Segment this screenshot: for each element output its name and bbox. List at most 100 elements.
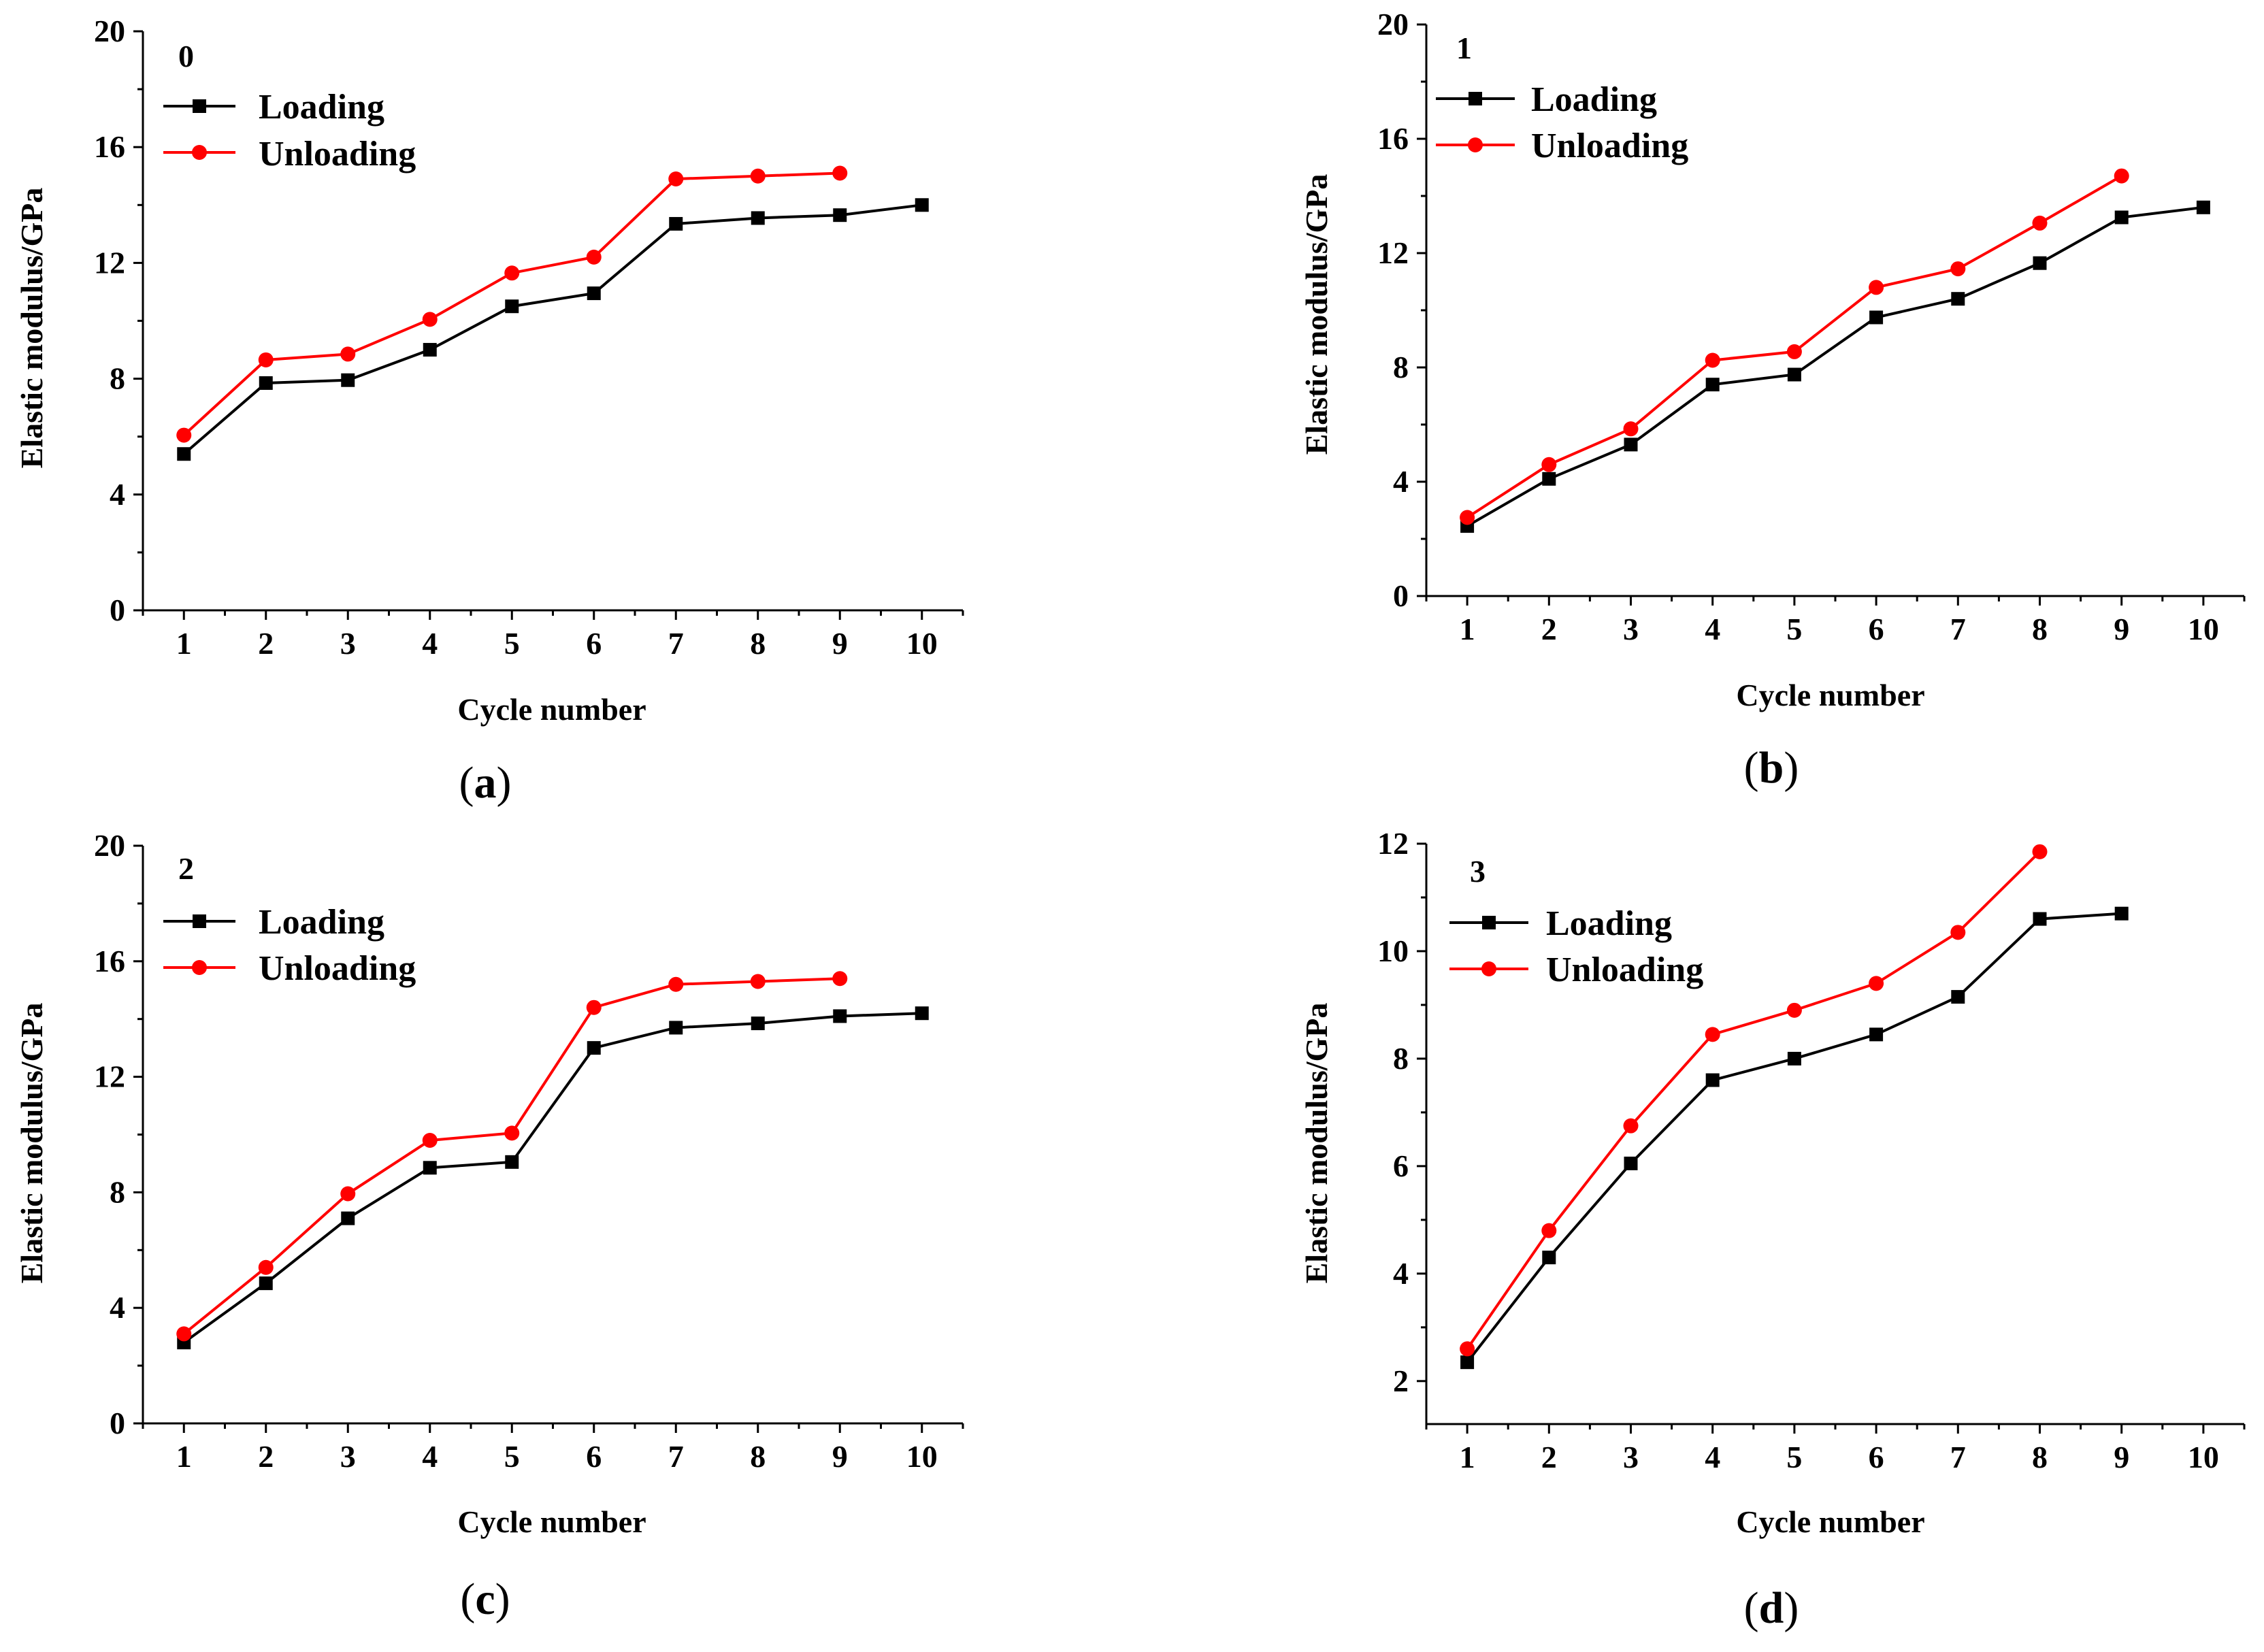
legend-label-unloading: Unloading: [259, 949, 416, 988]
data-point: [2114, 210, 2129, 225]
x-tick-label: 7: [668, 626, 684, 661]
panel-caption: (d): [1744, 1583, 1799, 1633]
data-point: [176, 1326, 192, 1342]
legend-label-unloading: Unloading: [1546, 951, 1703, 989]
y-tick-label: 8: [110, 361, 125, 396]
data-point: [340, 346, 356, 362]
y-tick-label: 12: [1377, 826, 1409, 861]
caption-open: (: [1744, 743, 1759, 793]
data-point: [669, 1021, 683, 1035]
caption-open: (: [459, 758, 474, 808]
data-point: [423, 343, 437, 357]
x-tick-label: 2: [1541, 1440, 1557, 1474]
y-tick-label: 4: [1393, 1256, 1409, 1291]
legend: [163, 99, 235, 160]
caption-close: ): [1784, 1583, 1799, 1633]
y-tick-label: 12: [94, 1059, 125, 1094]
data-point: [1705, 1027, 1720, 1042]
y-tick-label: 20: [94, 828, 125, 863]
y-tick-label: 12: [94, 245, 125, 280]
data-point: [750, 974, 766, 989]
data-point: [1787, 367, 1801, 382]
data-point: [176, 427, 192, 443]
data-point: [1460, 510, 1475, 525]
data-point: [2114, 168, 2129, 184]
data-point: [1787, 1051, 1801, 1065]
caption-close: ): [495, 1574, 510, 1624]
y-tick-label: 8: [1393, 350, 1409, 384]
data-point: [259, 376, 273, 390]
legend-label-unloading: Unloading: [259, 135, 416, 174]
y-tick-label: 4: [110, 1290, 125, 1325]
x-tick-label: 2: [258, 1439, 274, 1474]
data-point: [1460, 1341, 1475, 1357]
data-point: [1869, 1027, 1884, 1042]
data-point: [833, 208, 847, 222]
legend-label-loading: Loading: [1546, 904, 1672, 943]
caption-letter: c: [475, 1574, 495, 1624]
series-loading: [1460, 200, 2210, 533]
x-axis-title: Cycle number: [457, 692, 646, 727]
data-point: [751, 1017, 765, 1031]
x-tick-label: 1: [1460, 612, 1475, 646]
x-tick-label: 2: [258, 626, 274, 661]
data-point: [258, 352, 274, 367]
x-tick-label: 7: [668, 1439, 684, 1474]
data-point: [1705, 1073, 1720, 1087]
data-point: [1623, 1118, 1639, 1134]
data-point: [422, 1132, 438, 1148]
data-point: [1542, 472, 1556, 486]
legend-swatch-marker: [193, 914, 206, 928]
x-tick-label: 3: [340, 626, 356, 661]
series-unloading: [1460, 844, 2048, 1357]
series-loading: [177, 198, 929, 461]
data-point: [423, 1161, 437, 1175]
x-tick-label: 9: [832, 626, 848, 661]
x-tick-label: 6: [586, 1439, 602, 1474]
panel-tag: 2: [178, 851, 194, 886]
data-point: [587, 286, 601, 301]
series-line: [183, 1012, 922, 1344]
y-tick-label: 0: [110, 1406, 125, 1440]
y-tick-label: 16: [94, 944, 125, 978]
data-point: [1541, 457, 1557, 472]
legend-label-loading: Loading: [259, 88, 384, 127]
y-tick-label: 6: [1393, 1149, 1409, 1183]
y-tick-label: 12: [1377, 235, 1409, 270]
y-axis-title: Elastic modulus/GPa: [1299, 174, 1334, 455]
y-tick-label: 20: [94, 14, 125, 48]
data-point: [1950, 925, 1966, 940]
y-tick-label: 2: [1393, 1364, 1409, 1398]
data-point: [505, 1155, 519, 1169]
x-tick-label: 3: [340, 1439, 356, 1474]
data-point: [258, 1259, 274, 1275]
data-point: [1951, 292, 1965, 306]
panel-tag: 0: [178, 39, 194, 73]
caption-open: (: [460, 1574, 475, 1624]
data-point: [340, 1186, 356, 1202]
panel-a: 0 Cycle number Elastic modulus/GPa Loadi…: [14, 14, 964, 808]
data-point: [750, 168, 766, 184]
series-unloading: [176, 165, 848, 443]
data-point: [1541, 1223, 1557, 1238]
data-point: [1951, 990, 1965, 1004]
x-tick-label: 1: [1460, 1440, 1475, 1474]
x-tick-label: 6: [586, 626, 602, 661]
x-tick-label: 4: [1705, 612, 1720, 646]
series-line: [1466, 850, 2041, 1350]
x-tick-label: 3: [1623, 1440, 1639, 1474]
legend-label-unloading: Unloading: [1531, 127, 1688, 165]
data-point: [1950, 261, 1966, 277]
series-unloading: [176, 971, 848, 1342]
y-tick-label: 8: [1393, 1041, 1409, 1076]
panel-d: 3 Cycle number Elastic modulus/GPa Loadi…: [1299, 826, 2246, 1633]
y-tick-label: 0: [110, 593, 125, 627]
x-tick-label: 4: [1705, 1440, 1720, 1474]
x-tick-label: 7: [1950, 1440, 1966, 1474]
x-tick-label: 10: [2188, 1440, 2219, 1474]
data-point: [2032, 844, 2048, 859]
